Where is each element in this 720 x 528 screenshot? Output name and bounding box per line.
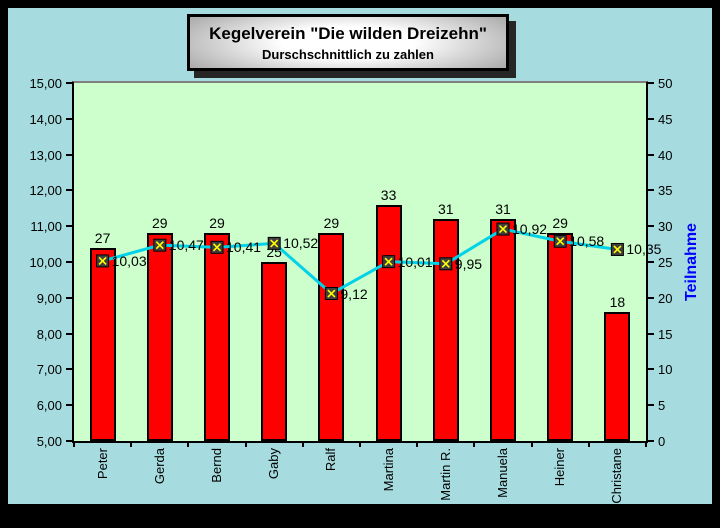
- right-axis-tick-label: 0: [658, 434, 666, 449]
- left-axis-tick-label: 15,00: [29, 76, 62, 91]
- line-value-label: 10,58: [569, 233, 605, 250]
- line-value-label: 10,35: [626, 241, 662, 258]
- right-axis-tick: [646, 440, 654, 442]
- left-axis-tick: [66, 332, 74, 335]
- line-value-label: 9,12: [340, 285, 368, 302]
- bar-value-label: 33: [380, 186, 397, 203]
- right-axis-tick: [646, 332, 654, 335]
- left-axis-tick: [66, 368, 74, 371]
- left-axis-tick-label: 11,00: [30, 219, 62, 235]
- category-axis-tick: [73, 441, 75, 447]
- bar-peter: [89, 247, 116, 441]
- right-axis-tick-label: 40: [658, 147, 673, 163]
- category-label-gerda: Gerda: [151, 448, 167, 485]
- category-label-heiner: Heiner: [552, 448, 568, 487]
- bar-gerda: [146, 233, 173, 441]
- bar-martina: [375, 204, 402, 441]
- line-value-label: 10,52: [283, 235, 319, 252]
- category-label-bernd: Bernd: [209, 448, 224, 483]
- category-label-ralf: Ralf: [323, 448, 339, 472]
- right-axis-tick-label: 25: [658, 255, 673, 270]
- category-axis-tick: [530, 441, 533, 447]
- chart-canvas: Kegelverein "Die wilden Dreizehn" Dursch…: [8, 8, 712, 504]
- right-axis-tick: [646, 225, 654, 228]
- category-label-martina: Martina: [380, 448, 396, 492]
- right-axis-tick-label: 15: [658, 326, 673, 342]
- right-axis-tick: [646, 404, 654, 407]
- left-axis-tick-label: 7,00: [36, 362, 62, 378]
- left-axis-tick: [66, 440, 74, 442]
- right-axis-tick-label: 5: [658, 398, 666, 414]
- category-axis-tick: [187, 441, 190, 447]
- right-axis-tick: [646, 153, 654, 156]
- left-axis-tick: [66, 261, 74, 263]
- bar-manuela: [490, 219, 516, 441]
- left-axis-tick-label: 14,00: [29, 111, 62, 127]
- line-value-label: 10,03: [111, 252, 147, 269]
- chart-title: Kegelverein "Die wilden Dreizehn": [209, 24, 487, 43]
- line-value-label: 10,01: [397, 253, 433, 270]
- category-label-gaby: Gaby: [266, 448, 282, 480]
- bar-bernd: [204, 233, 230, 441]
- left-axis-tick-label: 12,00: [29, 183, 62, 199]
- left-axis-tick-label: 13,00: [29, 147, 62, 163]
- left-axis-tick-label: 10,00: [29, 255, 62, 270]
- right-axis-tick-label: 10: [658, 362, 673, 378]
- left-axis-tick: [66, 225, 74, 228]
- bar-value-label: 29: [209, 215, 225, 232]
- right-axis-tick-label: 20: [658, 290, 673, 306]
- category-label-martin-r-: Martin R.: [437, 448, 453, 501]
- bar-value-label: 29: [152, 215, 168, 232]
- category-axis-tick: [416, 441, 419, 447]
- right-axis-tick: [646, 296, 654, 299]
- bar-value-label: 27: [94, 229, 111, 246]
- left-axis-tick: [66, 296, 74, 299]
- right-axis-tick-label: 35: [658, 183, 673, 199]
- category-label-peter: Peter: [94, 448, 110, 480]
- category-label-christane: Christane: [609, 448, 625, 504]
- bar-value-label: 31: [495, 201, 511, 218]
- bar-christane: [604, 312, 631, 441]
- line-value-label: 10,47: [168, 237, 204, 254]
- right-axis-tick-label: 50: [658, 76, 673, 91]
- bar-heiner: [547, 233, 574, 441]
- left-axis-tick-label: 8,00: [36, 326, 62, 342]
- line-value-label: 10,41: [226, 239, 262, 256]
- right-axis-tick-label: 45: [658, 111, 673, 127]
- left-axis-tick: [66, 153, 74, 156]
- category-axis-tick: [359, 441, 361, 447]
- right-axis-tick: [646, 261, 654, 263]
- category-axis-tick: [244, 441, 247, 447]
- right-axis-tick: [646, 82, 654, 84]
- line-value-label: 9,95: [454, 255, 483, 272]
- bar-value-label: 29: [552, 215, 568, 232]
- category-axis-tick: [473, 441, 476, 447]
- left-axis-tick: [66, 189, 74, 192]
- left-axis-tick-label: 6,00: [36, 398, 62, 414]
- bar-value-label: 18: [609, 294, 626, 311]
- right-axis-tick: [646, 189, 654, 192]
- category-axis-tick: [587, 441, 590, 447]
- bar-ralf: [318, 233, 345, 441]
- right-axis-tick: [646, 117, 654, 120]
- left-axis-tick: [66, 117, 74, 120]
- left-axis-tick-label: 9,00: [36, 290, 62, 306]
- right-axis-tick-label: 30: [658, 219, 673, 235]
- bar-martin-r-: [432, 219, 459, 441]
- bar-value-label: 29: [323, 215, 340, 232]
- category-label-manuela: Manuela: [495, 448, 510, 498]
- category-axis-tick: [301, 441, 304, 447]
- chart-title-box: Kegelverein "Die wilden Dreizehn" Dursch…: [187, 14, 509, 71]
- left-axis-tick: [66, 404, 74, 407]
- bar-value-label: 31: [438, 201, 454, 218]
- bar-gaby: [261, 262, 288, 441]
- category-axis-tick: [130, 441, 133, 447]
- left-axis-tick-label: 5,00: [36, 434, 62, 449]
- chart-subtitle: Durschschnittlich zu zahlen: [262, 47, 434, 62]
- right-axis-tick: [646, 368, 654, 371]
- line-value-label: 10,92: [512, 221, 548, 238]
- left-axis-tick: [66, 82, 74, 84]
- category-axis-tick: [645, 441, 647, 447]
